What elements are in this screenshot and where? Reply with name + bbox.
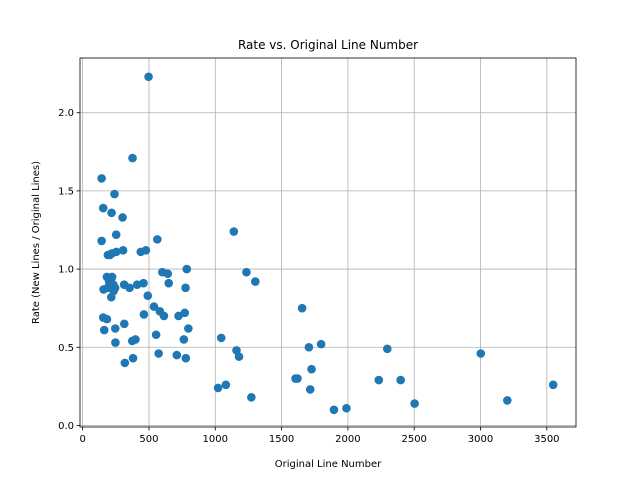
data-point	[139, 278, 148, 288]
data-point	[111, 230, 121, 239]
y-tick-label: 1.5	[58, 186, 74, 197]
y-tick-label: 0.5	[58, 343, 74, 354]
plot-frame	[79, 57, 577, 428]
data-point	[293, 374, 302, 383]
data-point	[304, 342, 314, 352]
data-point	[374, 375, 384, 385]
data-point	[163, 269, 173, 279]
y-tick-label: 0.0	[58, 421, 74, 432]
data-point	[251, 277, 260, 286]
data-point	[329, 405, 339, 415]
data-point	[143, 291, 153, 300]
x-tick-label: 3500	[534, 434, 559, 445]
data-point	[342, 403, 351, 413]
data-point	[181, 283, 190, 293]
data-point	[125, 283, 134, 293]
data-point	[97, 174, 106, 183]
data-point	[151, 330, 161, 340]
x-axis-ticks: 0 500 1000 1500 2000 2500 3000 3500	[79, 427, 560, 445]
data-point	[110, 324, 120, 333]
data-point	[247, 392, 256, 402]
data-points	[97, 72, 558, 415]
data-point	[128, 153, 137, 163]
data-point	[120, 358, 130, 368]
data-point	[110, 189, 119, 199]
data-point	[213, 383, 223, 393]
data-point	[503, 396, 512, 405]
data-point	[118, 246, 128, 255]
plot-area	[80, 58, 576, 427]
data-point	[548, 380, 558, 390]
data-point	[154, 349, 163, 358]
chart-title: Rate vs. Original Line Number	[238, 38, 418, 52]
data-point	[234, 352, 244, 361]
data-point	[139, 310, 149, 319]
data-point	[410, 399, 419, 408]
data-point	[128, 353, 138, 363]
data-point	[99, 325, 109, 335]
y-axis-ticks: 0.0 0.5 1.0 1.5 2.0	[58, 108, 80, 432]
data-point	[141, 246, 151, 255]
data-point	[382, 344, 392, 354]
data-point	[127, 336, 137, 346]
data-point	[153, 235, 162, 244]
data-point	[184, 324, 193, 333]
data-point	[111, 338, 120, 347]
data-point	[221, 380, 231, 390]
data-point	[172, 350, 182, 360]
x-tick-label: 1500	[269, 434, 294, 445]
x-axis-label: Original Line Number	[275, 459, 382, 470]
data-point	[216, 333, 226, 343]
data-point	[106, 292, 116, 302]
data-point	[144, 72, 153, 82]
x-tick-label: 2000	[335, 434, 360, 445]
data-point	[476, 349, 486, 358]
data-point	[396, 375, 405, 385]
data-point	[107, 249, 117, 258]
data-point	[97, 236, 106, 246]
data-point	[179, 335, 189, 344]
data-point	[182, 264, 192, 274]
data-point	[307, 364, 316, 374]
data-point	[305, 385, 315, 394]
data-point	[107, 208, 116, 218]
data-point	[118, 213, 127, 222]
x-tick-label: 2500	[401, 434, 426, 445]
data-point	[181, 353, 191, 363]
data-point	[164, 278, 174, 288]
x-tick-label: 1000	[203, 434, 228, 445]
data-point	[180, 308, 190, 318]
data-point	[119, 319, 129, 329]
x-tick-label: 3000	[468, 434, 493, 445]
y-tick-label: 2.0	[58, 108, 74, 119]
x-tick-label: 500	[139, 434, 158, 445]
y-axis-label: Rate (New Lines / Original Lines)	[31, 161, 42, 324]
data-point	[297, 303, 307, 313]
grid-lines	[80, 58, 576, 427]
data-point	[229, 227, 239, 236]
x-tick-label: 0	[79, 434, 85, 445]
y-tick-label: 1.0	[58, 265, 74, 276]
data-point	[316, 339, 326, 349]
data-point	[159, 311, 169, 321]
data-point	[102, 314, 112, 324]
data-point	[242, 267, 251, 277]
data-point	[149, 302, 159, 311]
data-point	[98, 203, 108, 213]
